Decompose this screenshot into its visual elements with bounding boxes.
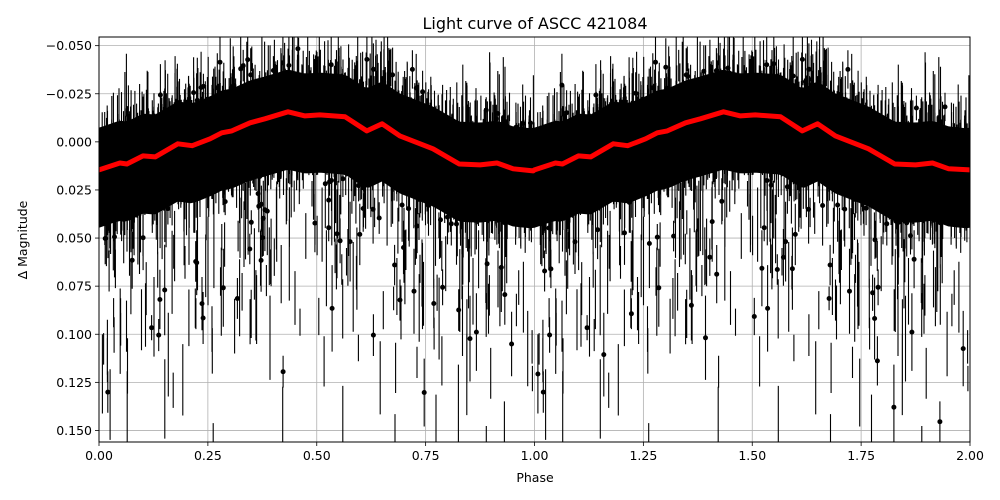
x-tick-label: 0.50 xyxy=(303,448,331,463)
x-tick-label: 2.00 xyxy=(956,448,984,463)
x-tick-label: 0.00 xyxy=(85,448,113,463)
x-tick-label: 0.25 xyxy=(194,448,222,463)
y-tick-label: 0.000 xyxy=(56,134,92,149)
y-axis: −0.050 −0.025 0.000 0.025 0.050 0.075 0.100 0.1… xyxy=(46,38,99,438)
chart-title: Light curve of ASCC 421084 xyxy=(422,14,647,33)
mean-curve-line xyxy=(99,109,970,174)
x-axis-label: Phase xyxy=(516,470,554,485)
y-tick-label: 0.150 xyxy=(56,423,92,438)
y-tick-label: −0.025 xyxy=(46,86,92,101)
y-tick-label: 0.100 xyxy=(56,327,92,342)
x-tick-label: 1.50 xyxy=(738,448,766,463)
y-tick-label: 0.125 xyxy=(56,375,92,390)
y-tick-label: −0.050 xyxy=(46,38,92,53)
y-axis-label: Δ Magnitude xyxy=(15,200,30,279)
x-axis: 0.00 0.25 0.50 0.75 1.00 1.25 1.50 1.75 2.00 xyxy=(85,442,984,463)
x-tick-label: 1.25 xyxy=(629,448,657,463)
data-points xyxy=(99,37,970,442)
x-tick-label: 0.75 xyxy=(412,448,440,463)
y-tick-label: 0.025 xyxy=(56,182,92,197)
x-tick-label: 1.75 xyxy=(847,448,875,463)
y-tick-label: 0.050 xyxy=(56,231,92,246)
x-tick-label: 1.00 xyxy=(521,448,549,463)
y-tick-label: 0.075 xyxy=(56,279,92,294)
